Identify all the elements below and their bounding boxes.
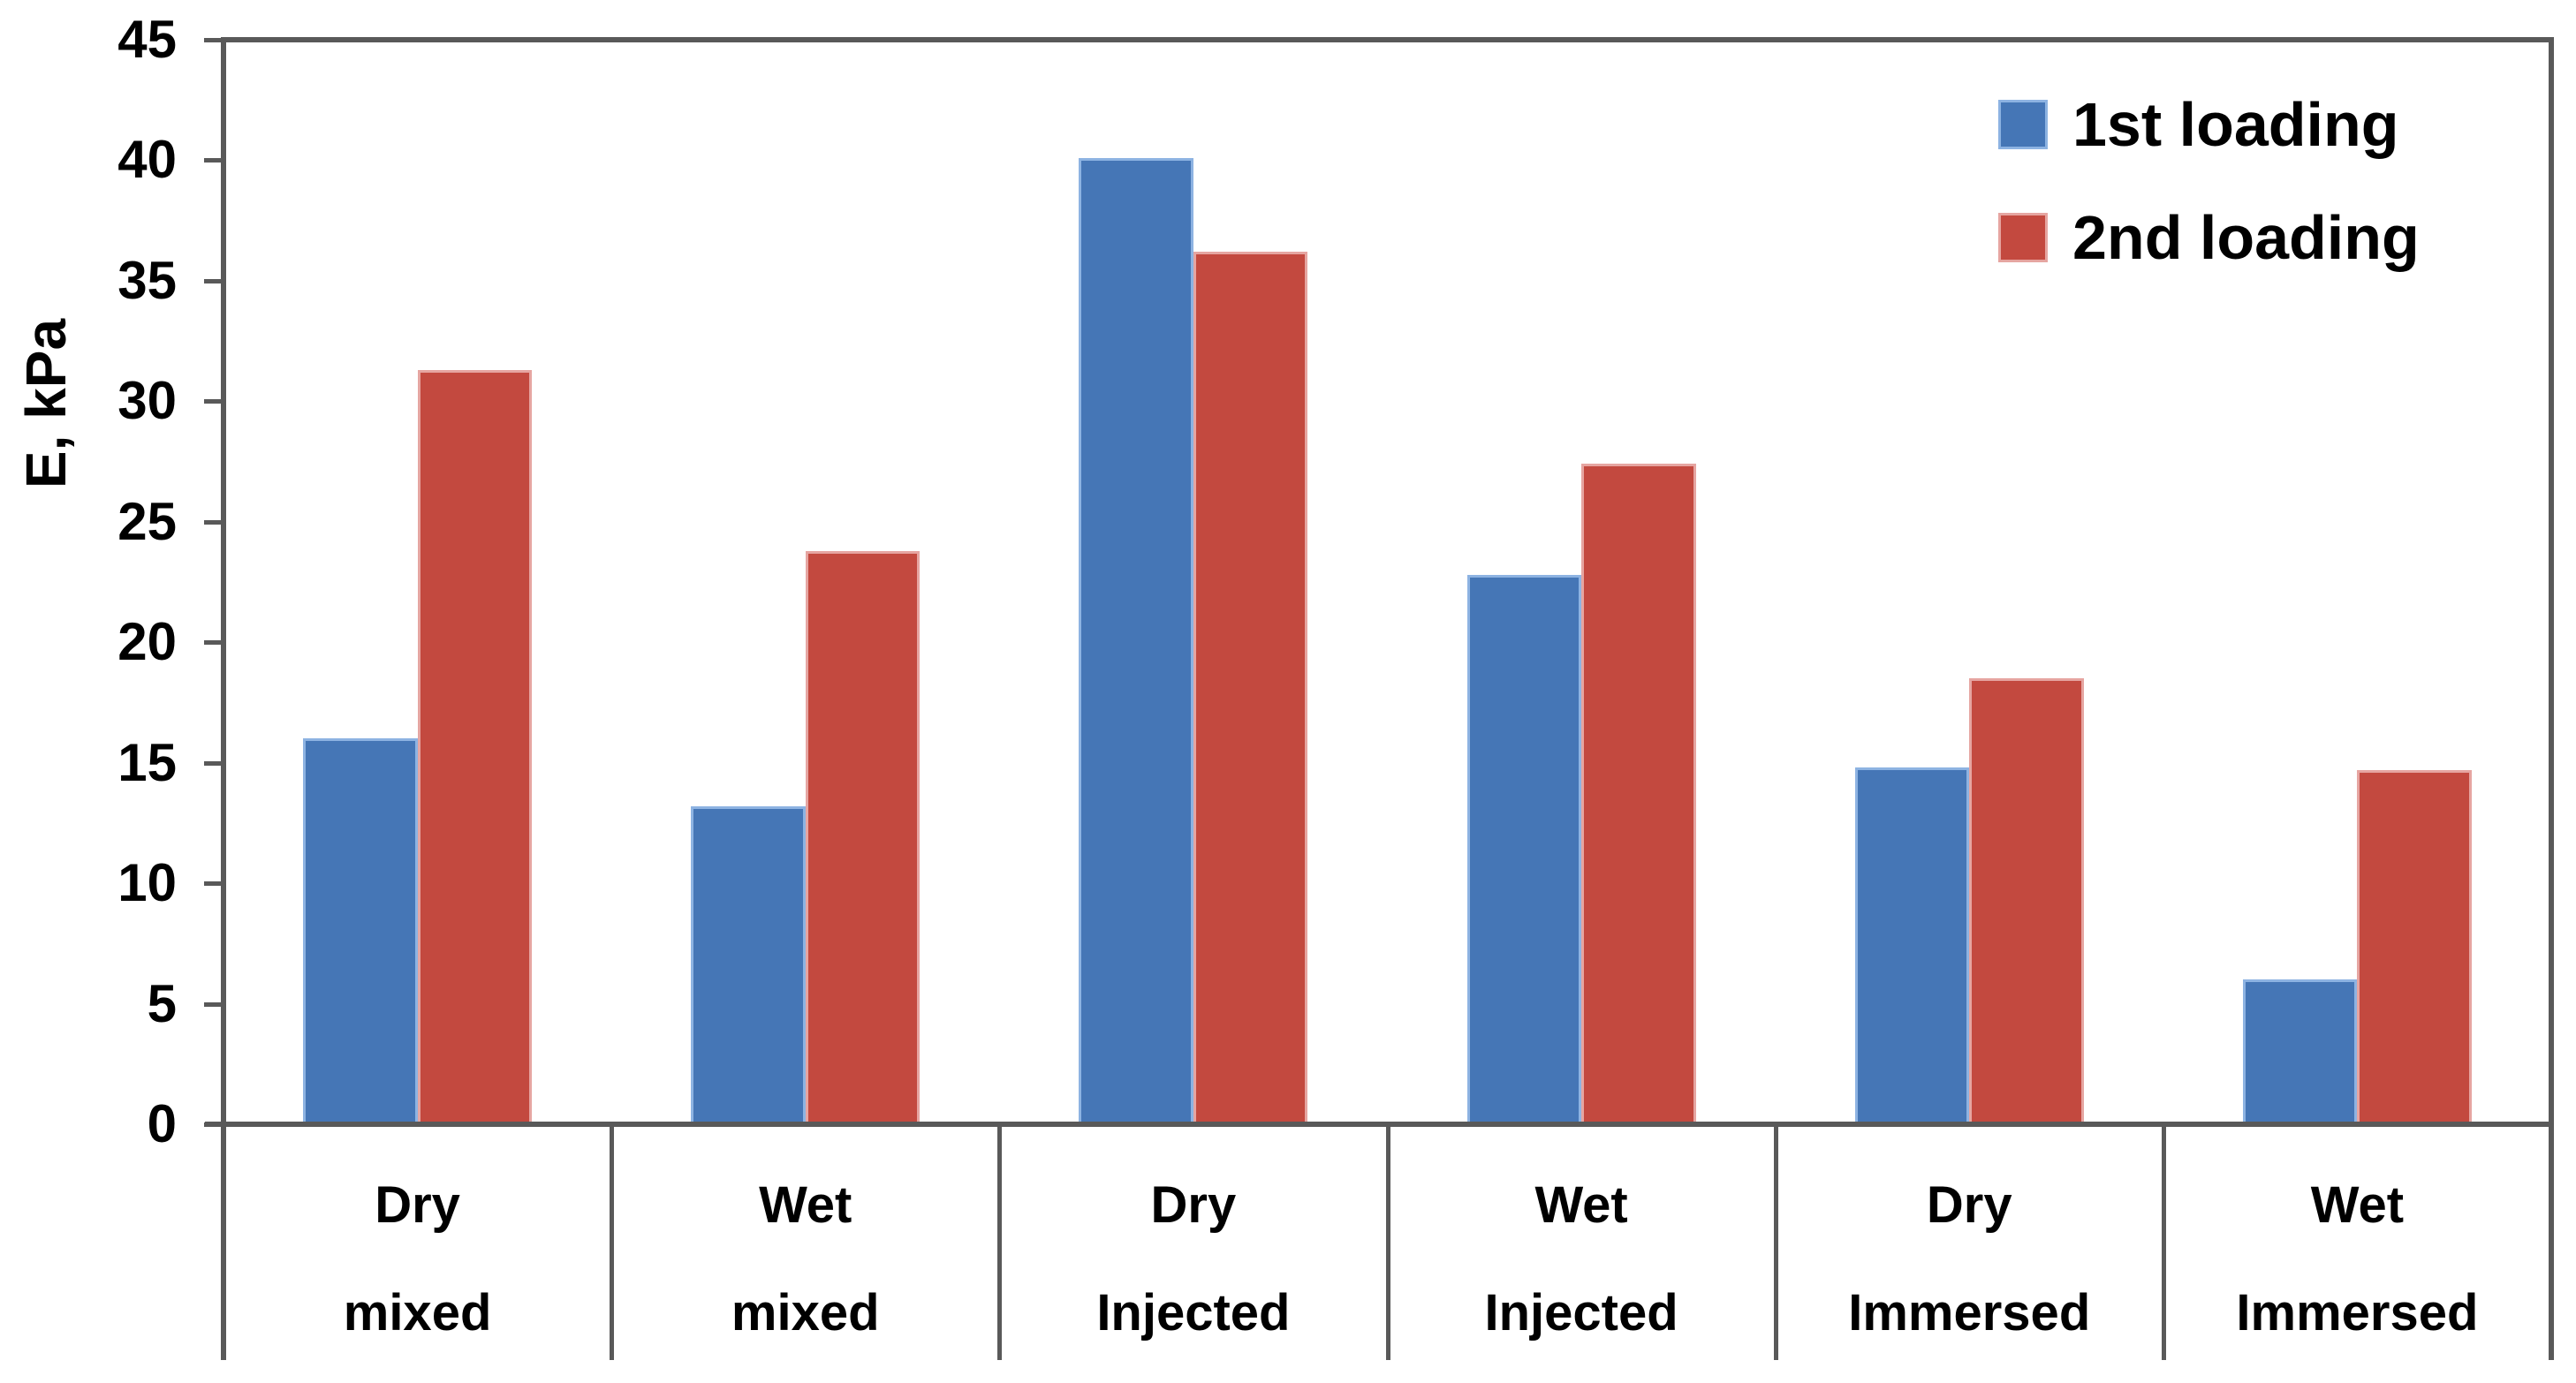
y-tick-label: 25: [117, 491, 177, 551]
x-label-condition: Dry: [1926, 1176, 2012, 1234]
x-label-condition: Wet: [1534, 1176, 1628, 1234]
bar-dry-injected-2nd-loading: [1193, 252, 1308, 1124]
bar-wet-injected-2nd-loading: [1581, 464, 1696, 1124]
category-divider: [2161, 1124, 2166, 1360]
y-tick-label: 5: [147, 973, 177, 1033]
y-tick-mark: [204, 158, 224, 163]
x-label-group: Immersed: [1848, 1284, 2091, 1341]
x-label-group: Injected: [1096, 1284, 1291, 1341]
y-tick-mark: [204, 519, 224, 525]
legend: 1st loading 2nd loading: [1998, 88, 2420, 314]
y-tick-mark: [204, 760, 224, 766]
bar-dry-injected-1st-loading: [1079, 157, 1193, 1124]
legend-entry-2nd-loading: 2nd loading: [1998, 201, 2420, 274]
legend-label-1st-loading: 1st loading: [2072, 90, 2399, 159]
y-tick-label: 0: [147, 1094, 177, 1153]
bar-wet-injected-1st-loading: [1466, 574, 1582, 1124]
bar-dry-mixed-2nd-loading: [417, 369, 533, 1124]
x-label-group: mixed: [731, 1284, 880, 1341]
plot-top-border: [221, 37, 2554, 42]
legend-entry-1st-loading: 1st loading: [1998, 88, 2420, 161]
x-label-group: Injected: [1484, 1284, 1678, 1341]
x-label-condition: Wet: [759, 1176, 852, 1234]
bar-wet-mixed-2nd-loading: [805, 550, 921, 1124]
x-label-group: Immersed: [2236, 1284, 2479, 1341]
y-tick-mark: [204, 278, 224, 283]
y-tick-mark: [204, 881, 224, 887]
bar-wet-mixed-1st-loading: [691, 805, 806, 1124]
plot-right-border: [2549, 37, 2554, 1360]
x-label-condition: Wet: [2310, 1176, 2405, 1234]
legend-swatch-1st-loading-icon: [1998, 100, 2048, 149]
bar-wet-immersed-1st-loading: [2242, 979, 2358, 1124]
y-tick-mark: [204, 1001, 224, 1007]
x-axis-baseline: [205, 1122, 2554, 1127]
y-tick-label: 45: [117, 10, 177, 69]
category-divider: [1385, 1124, 1390, 1360]
y-axis-line: [221, 37, 226, 1360]
bar-wet-immersed-2nd-loading: [2357, 769, 2472, 1124]
legend-swatch-2nd-loading-icon: [1998, 213, 2048, 262]
y-tick-label: 35: [117, 250, 177, 310]
bar-dry-immersed-1st-loading: [1854, 767, 1970, 1124]
y-tick-label: 30: [117, 371, 177, 431]
x-label-condition: Dry: [1150, 1176, 1237, 1234]
category-divider: [1773, 1124, 1778, 1360]
y-tick-label: 10: [117, 853, 177, 913]
bar-dry-mixed-1st-loading: [303, 738, 418, 1124]
y-tick-mark: [204, 399, 224, 404]
bar-dry-immersed-2nd-loading: [1969, 678, 2084, 1124]
y-tick-label: 40: [117, 130, 177, 190]
y-tick-mark: [204, 38, 224, 42]
x-label-group: mixed: [343, 1284, 492, 1341]
y-tick-label: 20: [117, 612, 177, 672]
y-tick-mark: [204, 640, 224, 646]
legend-label-2nd-loading: 2nd loading: [2072, 203, 2420, 272]
category-divider: [997, 1124, 1003, 1360]
x-label-condition: Dry: [375, 1176, 460, 1234]
y-tick-label: 15: [117, 732, 177, 792]
category-divider: [610, 1124, 615, 1360]
